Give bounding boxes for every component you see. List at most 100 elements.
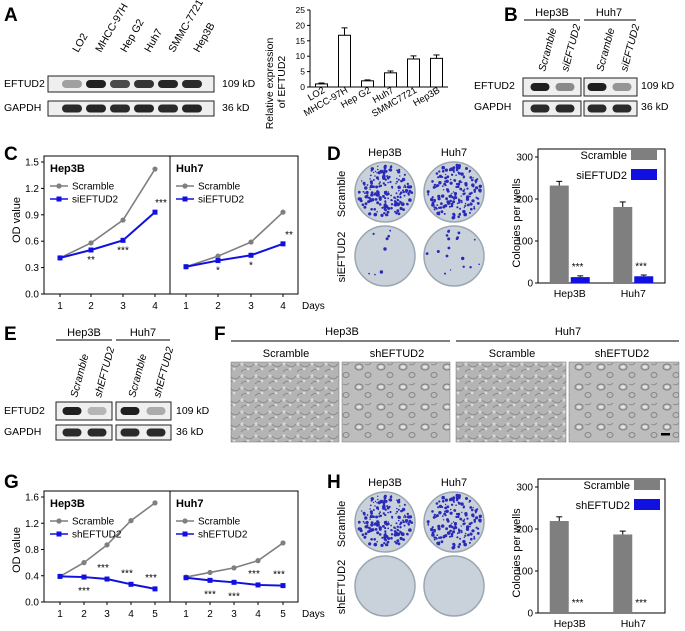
colony-dot xyxy=(452,197,456,200)
significance-stars: *** xyxy=(145,573,157,584)
colony-dot xyxy=(398,189,400,192)
chart-h-ylabel: Colonies per wells xyxy=(511,508,523,598)
colony-dot xyxy=(464,202,467,205)
line-chart-ytick-label: 1.6 xyxy=(25,493,39,504)
colony-dot xyxy=(457,182,461,186)
colony-dot xyxy=(434,530,436,533)
colony-dot xyxy=(427,193,430,196)
colony-dot xyxy=(473,238,476,241)
blot-frame xyxy=(583,77,638,97)
colony-dot xyxy=(387,511,389,514)
colony-dot xyxy=(403,503,406,506)
colony-dot xyxy=(383,542,386,545)
blot-frame xyxy=(115,401,172,421)
panel-label-a: A xyxy=(4,5,18,26)
colony-dot xyxy=(373,523,376,526)
colony-dot xyxy=(386,210,390,214)
colony-dot xyxy=(431,180,434,183)
colony-dot xyxy=(365,521,369,524)
colony-dot xyxy=(438,504,443,508)
micro-image-sheftud2-hep3b xyxy=(341,361,451,443)
colony-d-col-label: Hep3B xyxy=(368,147,402,159)
micro-image-scramble-huh7 xyxy=(455,361,567,443)
bar-chart-ytick-label: 0 xyxy=(527,609,533,620)
colony-dot xyxy=(364,186,368,190)
colony-dot xyxy=(441,515,444,517)
chart-g-ylabel: OD value xyxy=(11,527,23,573)
colony-dot xyxy=(456,202,459,205)
line-chart-point xyxy=(81,574,87,580)
colony-dot xyxy=(374,500,377,503)
colony-dot xyxy=(378,185,381,188)
colony-dot xyxy=(448,205,451,208)
colony-dot xyxy=(446,531,451,535)
line-chart-legend-label: Scramble xyxy=(72,182,115,193)
colony-dot xyxy=(459,517,463,521)
blot-band xyxy=(62,104,82,113)
colony-dot xyxy=(475,516,479,520)
blot-a-lane-label: Hep3B xyxy=(191,21,217,55)
colony-d-col-label: Huh7 xyxy=(441,147,467,159)
colony-dot xyxy=(393,204,396,206)
chart-a-bar xyxy=(338,34,351,88)
colony-dot xyxy=(478,184,482,188)
colony-dot xyxy=(446,189,450,193)
colony-dot xyxy=(452,498,455,502)
colony-dot xyxy=(369,508,371,510)
colony-dot xyxy=(454,193,456,196)
colony-dot xyxy=(386,540,390,544)
bar-chart-legend-swatch xyxy=(634,499,660,510)
colony-dot xyxy=(431,510,434,513)
line-chart-series-line xyxy=(185,242,284,268)
line-chart-series-line xyxy=(185,542,284,578)
colony-h-col-label: Huh7 xyxy=(441,477,467,489)
colony-dot xyxy=(455,174,457,176)
blot-e-lane-label: shEFTUD2 xyxy=(92,345,117,398)
colony-dot xyxy=(463,536,465,539)
colony-dot xyxy=(359,199,363,203)
colony-dot xyxy=(474,511,477,514)
blot-band xyxy=(62,428,82,437)
colony-dot xyxy=(477,527,480,530)
significance-stars: *** xyxy=(78,586,90,597)
colony-dot xyxy=(469,506,473,509)
colony-dot xyxy=(461,181,463,184)
colony-dot xyxy=(381,506,384,508)
colony-dot xyxy=(378,203,382,206)
colony-dot xyxy=(383,535,387,539)
colony-dot xyxy=(394,527,397,530)
colony-dot xyxy=(400,201,402,204)
colony-dot xyxy=(370,512,373,515)
colony-dot xyxy=(431,533,435,537)
colony-dot xyxy=(379,181,381,184)
colony-dot xyxy=(406,515,411,519)
blot-band xyxy=(530,83,550,91)
colony-dot xyxy=(450,534,454,538)
colony-dot xyxy=(469,195,471,198)
colony-dot xyxy=(473,537,476,540)
colony-dot xyxy=(459,187,463,191)
colony-dot xyxy=(437,197,441,201)
colony-dot xyxy=(364,202,368,206)
blot-band xyxy=(87,407,107,415)
blot-frame xyxy=(522,77,582,97)
colony-d-row-label: siEFTUD2 xyxy=(336,232,348,283)
colony-dot xyxy=(409,185,411,188)
colony-dot xyxy=(370,521,374,524)
blot-e-row-name: GAPDH xyxy=(4,426,41,438)
colony-dot xyxy=(384,508,387,511)
line-chart-subplot-title: Huh7 xyxy=(176,163,204,175)
line-chart-xlabel: Days xyxy=(302,609,325,620)
colony-dot xyxy=(395,541,398,545)
bar-chart-frame xyxy=(537,478,666,614)
colony-dot xyxy=(463,188,466,191)
colony-dot xyxy=(449,508,452,511)
colony-dot xyxy=(437,194,441,198)
colony-dot xyxy=(450,524,452,527)
line-chart-point xyxy=(183,575,189,581)
colony-dot xyxy=(469,266,472,269)
colony-dot xyxy=(463,542,468,547)
colony-dot xyxy=(390,529,393,532)
colony-dot xyxy=(391,187,394,189)
line-chart-xtick-label: 1 xyxy=(183,301,189,312)
